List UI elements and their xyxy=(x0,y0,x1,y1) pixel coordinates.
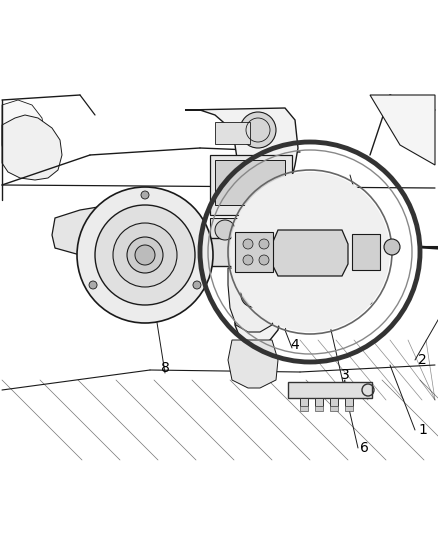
Bar xyxy=(170,238,310,266)
Bar xyxy=(210,218,292,243)
Polygon shape xyxy=(185,108,298,345)
Polygon shape xyxy=(228,340,278,388)
Bar xyxy=(210,155,292,215)
Bar xyxy=(215,160,285,205)
Circle shape xyxy=(193,281,201,289)
Circle shape xyxy=(113,223,177,287)
Text: 8: 8 xyxy=(161,361,170,375)
Bar xyxy=(258,248,270,256)
Circle shape xyxy=(243,255,253,265)
Circle shape xyxy=(243,239,253,249)
Bar xyxy=(273,248,285,256)
Text: 4: 4 xyxy=(291,338,300,352)
Circle shape xyxy=(241,283,265,307)
Bar xyxy=(345,398,353,406)
Bar xyxy=(330,406,338,411)
Bar xyxy=(315,398,323,406)
Bar xyxy=(235,232,273,272)
Text: 6: 6 xyxy=(360,441,369,455)
Bar xyxy=(288,382,372,398)
Circle shape xyxy=(259,239,269,249)
Bar xyxy=(228,248,240,256)
Bar xyxy=(352,234,380,270)
Circle shape xyxy=(215,220,235,240)
Text: 2: 2 xyxy=(418,353,427,367)
Circle shape xyxy=(243,220,263,240)
Bar xyxy=(300,398,308,406)
Bar xyxy=(300,406,308,411)
Text: 5: 5 xyxy=(264,188,272,202)
Polygon shape xyxy=(2,115,62,180)
Polygon shape xyxy=(2,100,45,168)
Circle shape xyxy=(95,205,195,305)
Circle shape xyxy=(230,172,390,332)
Bar xyxy=(243,248,255,256)
Text: 1: 1 xyxy=(418,423,427,437)
Circle shape xyxy=(127,237,163,273)
Text: 3: 3 xyxy=(341,368,350,382)
Circle shape xyxy=(259,255,269,265)
Circle shape xyxy=(384,239,400,255)
Bar xyxy=(215,122,250,144)
Polygon shape xyxy=(52,205,188,258)
Polygon shape xyxy=(370,95,435,165)
Circle shape xyxy=(89,281,97,289)
Polygon shape xyxy=(272,230,348,276)
Bar xyxy=(315,406,323,411)
Bar xyxy=(345,406,353,411)
Bar xyxy=(330,398,338,406)
Bar xyxy=(213,248,225,256)
Circle shape xyxy=(271,220,291,240)
Polygon shape xyxy=(228,268,278,332)
Circle shape xyxy=(77,187,213,323)
Circle shape xyxy=(141,191,149,199)
Circle shape xyxy=(135,245,155,265)
Circle shape xyxy=(240,112,276,148)
Text: 5: 5 xyxy=(346,188,354,202)
